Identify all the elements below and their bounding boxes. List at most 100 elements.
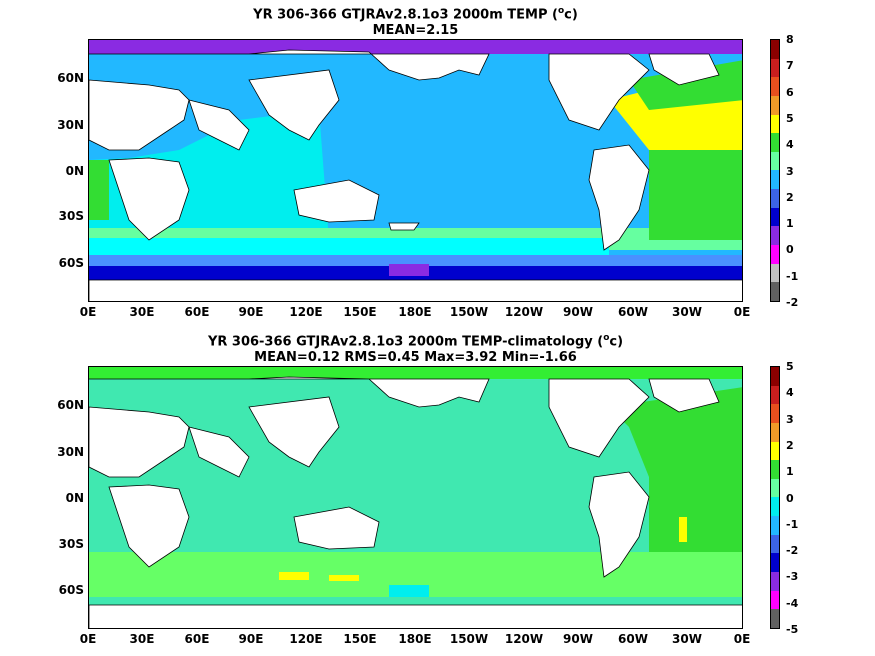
colorbar-segment [771, 385, 779, 405]
y-label-60s: 60S [58, 583, 84, 597]
map-field [89, 367, 742, 628]
title-unit: c) [564, 7, 578, 23]
colorbar-segment [771, 367, 779, 386]
colorbar-segment [771, 40, 779, 59]
y-label-60s: 60S [58, 256, 84, 270]
colorbar-segment [771, 497, 779, 517]
x-label: 30W [672, 632, 702, 646]
x-label: 120E [289, 305, 323, 319]
colorbar-segment [771, 478, 779, 498]
panel-stats: MEAN=0.12 RMS=0.45 Max=3.92 Min=-1.66 [254, 350, 577, 366]
colorbar-segment [771, 534, 779, 554]
colorbar [770, 39, 780, 302]
map-area [88, 39, 743, 302]
title-text: YR 306-366 GTJRAv2.8.1o3 2000m TEMP ( [253, 7, 558, 23]
x-label: 0E [733, 305, 751, 319]
x-label: 30E [129, 632, 155, 646]
x-label: 150W [449, 305, 489, 319]
colorbar-label: -4 [786, 596, 799, 610]
x-label: 90W [563, 305, 593, 319]
title-sup: o [557, 6, 565, 16]
colorbar-label: -1 [786, 269, 799, 283]
colorbar-segment [771, 170, 779, 190]
x-label: 150E [343, 305, 377, 319]
colorbar-label: -2 [786, 544, 799, 558]
colorbar-segment [771, 441, 779, 461]
colorbar-segment [771, 263, 779, 283]
colorbar-label: 2 [786, 438, 794, 452]
colorbar-label: -5 [786, 623, 799, 636]
x-label: 90E [238, 632, 264, 646]
y-label-0n: 0N [65, 491, 84, 505]
colorbar-segment [771, 189, 779, 208]
x-label: 30W [672, 305, 702, 319]
x-label: 0E [733, 632, 751, 646]
colorbar-segment [771, 572, 779, 591]
title-unit: c) [609, 334, 624, 350]
colorbar-segment [771, 404, 779, 423]
y-label-30s: 30S [58, 209, 84, 223]
colorbar-label: 0 [786, 491, 794, 505]
colorbar-label: 3 [786, 164, 794, 178]
x-label: 150W [449, 632, 489, 646]
colorbar-label: 8 [786, 33, 794, 46]
colorbar-segment [771, 133, 779, 152]
colorbar-label: 2 [786, 190, 794, 204]
x-label: 180E [398, 305, 432, 319]
colorbar-label: 3 [786, 412, 794, 426]
map-area [88, 366, 743, 629]
x-label: 120E [289, 632, 323, 646]
colorbar-label: -3 [786, 570, 799, 584]
colorbar-label: 7 [786, 59, 794, 73]
colorbar-segment [771, 226, 779, 246]
title-sup: o [603, 333, 610, 343]
x-label: 90E [238, 305, 264, 319]
colorbar-segment [771, 609, 779, 628]
y-label-30n: 30N [57, 445, 84, 459]
colorbar-segment [771, 590, 779, 610]
colorbar-segment [771, 207, 779, 227]
colorbar-segment [771, 553, 779, 573]
colorbar-segment [771, 114, 779, 134]
x-label: 90W [563, 632, 593, 646]
x-label: 0E [79, 305, 97, 319]
x-label: 30E [129, 305, 155, 319]
x-label: 120W [504, 632, 544, 646]
colorbar-label: 1 [786, 217, 794, 231]
x-label: 120W [504, 305, 544, 319]
x-label: 180E [398, 632, 432, 646]
colorbar-label: 5 [786, 360, 794, 373]
panel-title: YR 306-366 GTJRAv2.8.1o3 2000m TEMP (oc)… [88, 3, 743, 39]
colorbar-segment [771, 151, 779, 171]
x-label: 60E [184, 632, 210, 646]
colorbar-label: 6 [786, 85, 794, 99]
colorbar-label: 1 [786, 465, 794, 479]
colorbar-label: -1 [786, 517, 799, 531]
colorbar-segment [771, 245, 779, 264]
x-label: 60W [618, 305, 648, 319]
colorbar-segment [771, 77, 779, 96]
panel-stats: MEAN=2.15 [372, 23, 459, 39]
colorbar-label: 4 [786, 386, 794, 400]
x-label: 60W [618, 632, 648, 646]
title-text: YR 306-366 GTJRAv2.8.1o3 2000m TEMP-clim… [207, 334, 604, 350]
colorbar-segment [771, 282, 779, 301]
panel-title: YR 306-366 GTJRAv2.8.1o3 2000m TEMP-clim… [88, 330, 743, 366]
x-label: 0E [79, 632, 97, 646]
map-field [89, 40, 742, 301]
colorbar-segment [771, 460, 779, 479]
y-label-60n: 60N [57, 71, 84, 85]
x-label: 150E [343, 632, 377, 646]
colorbar-label: 5 [786, 111, 794, 125]
colorbar-label: -2 [786, 296, 799, 309]
colorbar-label: 4 [786, 138, 794, 152]
colorbar-segment [771, 516, 779, 535]
colorbar-segment [771, 95, 779, 115]
colorbar-segment [771, 58, 779, 78]
colorbar [770, 366, 780, 629]
colorbar-label: 0 [786, 243, 794, 257]
x-label: 60E [184, 305, 210, 319]
y-label-60n: 60N [57, 398, 84, 412]
y-label-30s: 30S [58, 537, 84, 551]
y-label-0n: 0N [65, 164, 84, 178]
